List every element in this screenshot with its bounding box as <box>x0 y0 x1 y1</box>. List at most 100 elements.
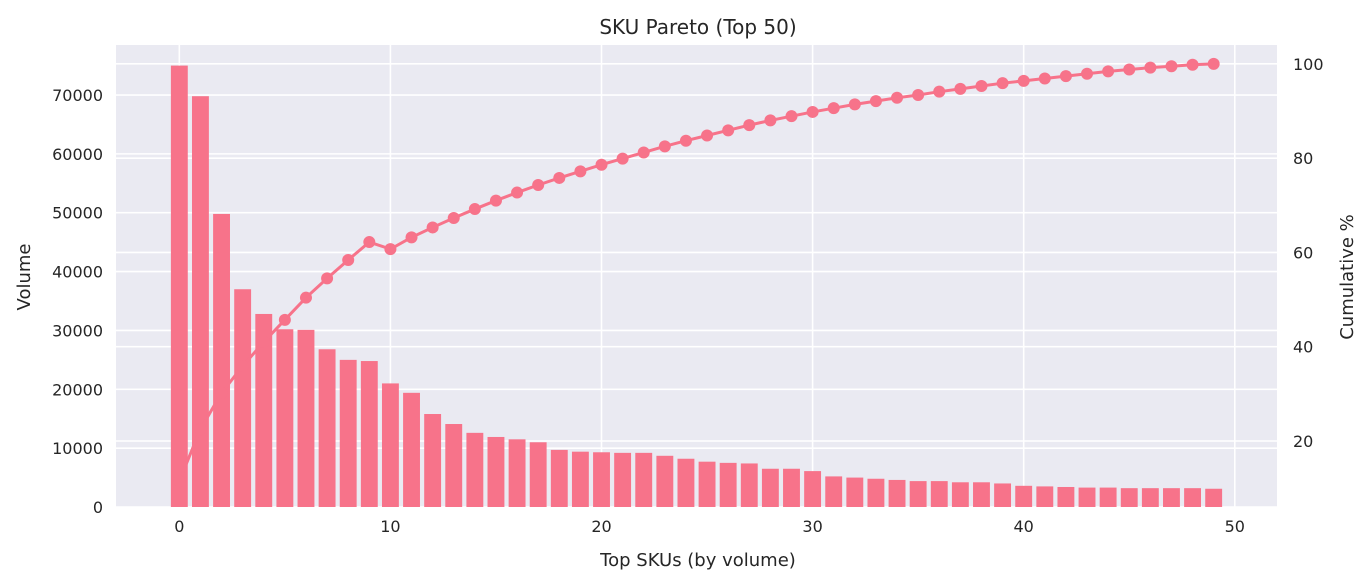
bar <box>318 349 336 507</box>
bar <box>677 458 695 507</box>
cumulative-point <box>595 158 608 171</box>
bar <box>1015 485 1033 507</box>
bar <box>170 65 188 507</box>
cumulative-point <box>532 179 545 192</box>
bar <box>487 436 505 507</box>
cumulative-point <box>975 80 988 93</box>
cumulative-point <box>1144 61 1157 74</box>
y-axis-label: Volume <box>14 244 35 311</box>
cumulative-point <box>447 212 460 225</box>
cumulative-point <box>701 129 714 142</box>
cumulative-line-series <box>173 57 1220 488</box>
cumulative-point <box>658 140 671 153</box>
y-axis-ticks: 0 10000 20000 30000 40000 50000 60000 70000 <box>52 86 103 517</box>
cumulative-point <box>173 475 186 488</box>
y2-tick-label: 80 <box>1293 149 1313 168</box>
bar <box>846 477 864 507</box>
bar <box>255 313 273 507</box>
y-tick-label: 50000 <box>52 204 103 223</box>
y2-axis-ticks: 20 40 60 80 100 <box>1293 55 1324 451</box>
bar <box>381 383 399 507</box>
bar <box>719 462 737 507</box>
y2-tick-label: 40 <box>1293 338 1313 357</box>
cumulative-point <box>933 85 946 98</box>
cumulative-point <box>363 236 376 249</box>
bar <box>1078 487 1096 507</box>
cumulative-point <box>1038 72 1051 85</box>
bar <box>1163 488 1180 507</box>
cumulative-point <box>574 165 587 178</box>
bar <box>635 452 653 507</box>
cumulative-point <box>215 386 228 399</box>
cumulative-point <box>743 119 756 132</box>
bar <box>804 471 822 507</box>
bar <box>1099 487 1117 507</box>
cumulative-point <box>1165 60 1178 73</box>
y2-tick-label: 20 <box>1293 432 1313 451</box>
cumulative-point <box>679 134 692 147</box>
cumulative-point <box>1059 70 1072 83</box>
cumulative-point <box>1017 74 1030 87</box>
bar <box>550 449 568 507</box>
bar <box>994 483 1012 507</box>
bar <box>571 451 589 507</box>
cumulative-point <box>1081 67 1094 80</box>
cumulative-point <box>996 77 1009 90</box>
cumulative-point <box>806 105 819 118</box>
y-tick-label: 0 <box>93 498 103 517</box>
cumulative-point <box>342 253 355 266</box>
x-tick-label: 0 <box>174 517 184 536</box>
cumulative-point <box>954 82 967 95</box>
bar <box>1205 488 1223 507</box>
bar <box>825 476 843 507</box>
cumulative-point <box>511 186 524 199</box>
cumulative-point <box>722 124 735 137</box>
bar <box>614 452 632 507</box>
x-tick-label: 10 <box>380 517 400 536</box>
bar <box>466 432 484 507</box>
cumulative-point <box>236 360 249 373</box>
cumulative-point <box>848 98 861 111</box>
x-tick-label: 40 <box>1014 517 1034 536</box>
y2-tick-label: 100 <box>1293 55 1324 74</box>
x-axis-label: Top SKUs (by volume) <box>599 550 796 571</box>
bar <box>1057 486 1075 507</box>
cumulative-point <box>1186 58 1199 71</box>
bar <box>1141 488 1159 507</box>
bar <box>276 329 294 507</box>
cumulative-point <box>827 102 840 115</box>
cumulative-point <box>637 146 650 159</box>
cumulative-point <box>553 171 566 184</box>
cumulative-point <box>257 336 270 348</box>
bar <box>593 452 610 507</box>
bar <box>761 468 779 507</box>
bar <box>909 481 927 507</box>
cumulative-point <box>1102 65 1115 78</box>
y-tick-label: 20000 <box>52 380 103 399</box>
bar <box>930 481 948 507</box>
bar <box>867 478 885 507</box>
bar <box>1184 488 1202 507</box>
cumulative-point <box>489 194 502 207</box>
bar <box>297 329 315 507</box>
bar <box>656 455 674 507</box>
bar <box>445 424 463 507</box>
cumulative-point <box>891 91 904 104</box>
y-tick-label: 10000 <box>52 439 103 458</box>
bar-series <box>170 65 1223 508</box>
cumulative-point <box>405 231 418 244</box>
y-tick-label: 40000 <box>52 263 103 282</box>
cumulative-point <box>869 95 882 108</box>
cumulative-point <box>1207 57 1220 70</box>
cumulative-point <box>1123 63 1136 76</box>
cumulative-point <box>299 291 312 304</box>
x-tick-label: 30 <box>802 517 822 536</box>
bar <box>403 392 420 507</box>
x-tick-label: 20 <box>591 517 611 536</box>
bar <box>973 482 990 507</box>
bar <box>424 414 442 507</box>
x-axis-ticks: 0 10 20 30 40 50 <box>174 517 1245 536</box>
bar <box>783 468 800 507</box>
bar <box>740 463 758 507</box>
